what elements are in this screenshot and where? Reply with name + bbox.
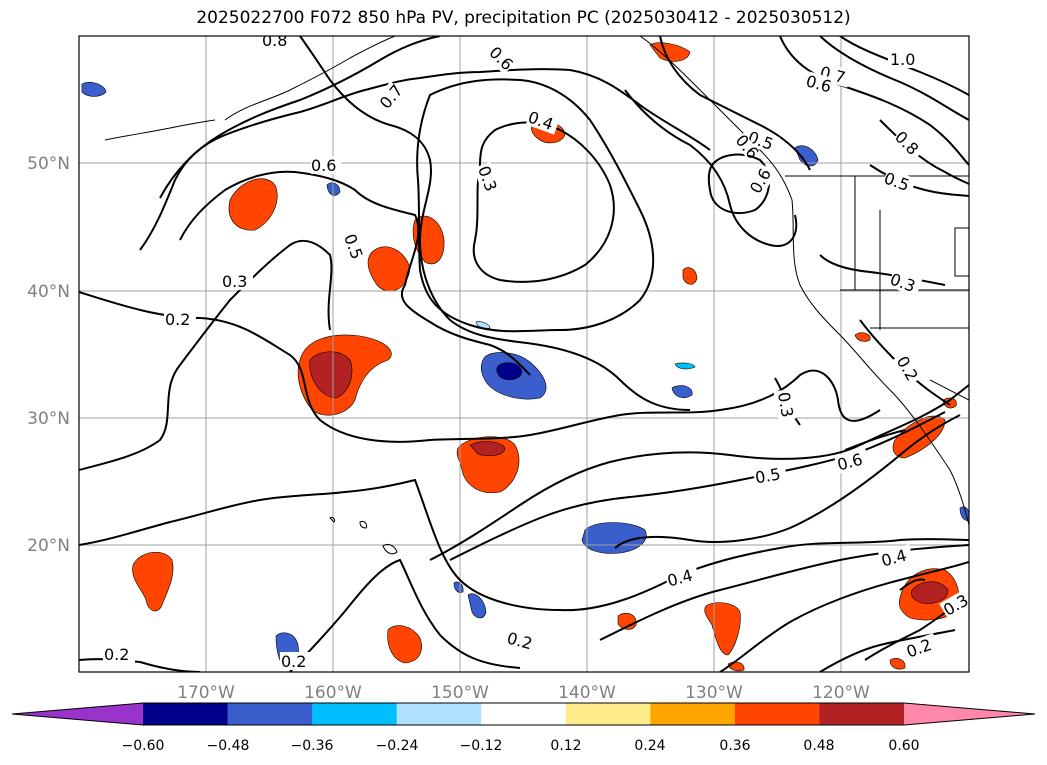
colorbar-cell — [312, 703, 398, 725]
contour-label: 0.4 — [665, 566, 695, 591]
contour-label: 1.0 — [890, 50, 915, 69]
contour-label: 0.2 — [165, 310, 190, 329]
colorbar-tick-label: −0.24 — [376, 738, 419, 754]
lon-tick-label: 140°W — [558, 683, 616, 703]
lon-tick-label: 150°W — [431, 683, 489, 703]
colorbar-cell — [396, 703, 482, 725]
colorbar-outline — [11, 702, 1036, 726]
colorbar-extend-high — [904, 703, 1035, 725]
contour-label: 0.5 — [754, 464, 782, 487]
colorbar-cell — [143, 703, 229, 725]
colorbar-tick-label: −0.12 — [460, 738, 503, 754]
colorbar: −0.60 −0.48 −0.36 −0.24 −0.12 0.12 0.24 … — [11, 702, 1036, 754]
lon-tick-label: 120°W — [812, 683, 870, 703]
colorbar-tick-label: −0.36 — [291, 738, 334, 754]
colorbar-cell — [481, 703, 567, 725]
colorbar-cell — [565, 703, 651, 725]
colorbar-cell — [227, 703, 313, 725]
colorbar-tick-label: 0.60 — [888, 738, 919, 754]
colorbar-cell — [734, 703, 820, 725]
precip-negative — [81, 82, 969, 671]
precip-positive — [132, 42, 960, 672]
colorbar-tick-label: 0.36 — [719, 738, 750, 754]
colorbar-tick-label: −0.48 — [207, 738, 250, 754]
precip-shading — [81, 42, 969, 672]
contour-label: 0.3 — [222, 272, 247, 291]
lat-tick-label: 30°N — [27, 409, 70, 429]
colorbar-extend-low — [12, 703, 143, 725]
lat-tick-label: 20°N — [27, 536, 70, 556]
lon-tick-label: 130°W — [685, 683, 743, 703]
colorbar-tick-label: 0.48 — [803, 738, 834, 754]
contour-label: 0.6 — [311, 156, 336, 175]
latitude-labels: 20°N 30°N 40°N 50°N — [27, 154, 70, 556]
map-frame — [78, 35, 970, 673]
contour-label: 0.2 — [505, 628, 535, 653]
contour-label: 0.4 — [879, 546, 909, 571]
colorbar-cells — [12, 703, 1035, 725]
contour-label: 0.2 — [281, 652, 306, 671]
contour-label: 0.8 — [262, 31, 287, 50]
contour-label: 0.3 — [774, 390, 797, 418]
lon-tick-label: 170°W — [177, 683, 235, 703]
gridlines — [79, 36, 969, 672]
longitude-labels: 170°W 160°W 150°W 140°W 130°W 120°W — [177, 683, 870, 703]
colorbar-tick-label: 0.12 — [550, 738, 581, 754]
pv-contours — [79, 36, 969, 672]
lon-tick-label: 160°W — [304, 683, 362, 703]
coastlines — [104, 36, 969, 555]
lat-tick-label: 40°N — [27, 282, 70, 302]
map-title: 2025022700 F072 850 hPa PV, precipitatio… — [196, 8, 851, 28]
colorbar-ticks: −0.60 −0.48 −0.36 −0.24 −0.12 0.12 0.24 … — [122, 738, 920, 754]
colorbar-tick-label: −0.60 — [122, 738, 165, 754]
colorbar-cell — [650, 703, 736, 725]
colorbar-cell — [819, 703, 905, 725]
lat-tick-label: 50°N — [27, 154, 70, 174]
colorbar-tick-label: 0.24 — [634, 738, 665, 754]
contour-label: 0.2 — [104, 645, 129, 664]
